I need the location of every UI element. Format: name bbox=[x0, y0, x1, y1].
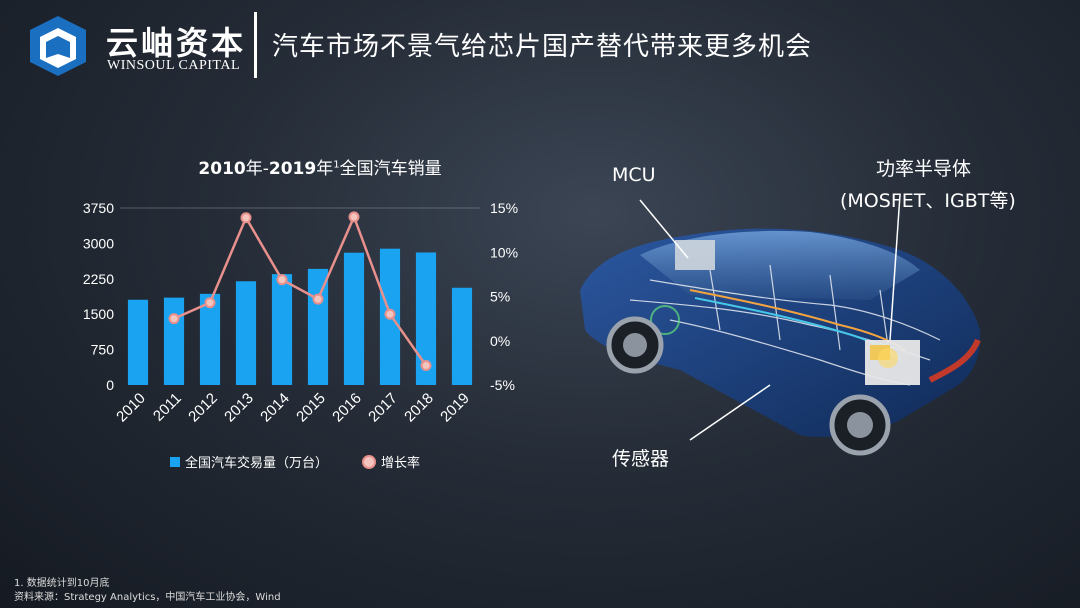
y-left-tick-label: 750 bbox=[91, 342, 115, 358]
y-left-tick-label: 0 bbox=[106, 377, 114, 393]
x-tick-label: 2019 bbox=[437, 390, 473, 426]
growth-line bbox=[173, 213, 428, 367]
growth-point bbox=[384, 308, 396, 320]
x-tick-label: 2018 bbox=[401, 390, 437, 426]
x-tick-label: 2011 bbox=[150, 390, 185, 425]
chart-legend: 全国汽车交易量（万台） 增长率 bbox=[170, 452, 420, 471]
growth-point bbox=[240, 212, 252, 224]
legend-label-volume: 全国汽车交易量（万台） bbox=[185, 456, 329, 471]
x-tick-label: 2012 bbox=[185, 390, 221, 426]
y-left-tick-label: 1500 bbox=[83, 306, 114, 322]
chart-title-year-suffix: 年 bbox=[316, 159, 334, 179]
growth-point bbox=[348, 211, 360, 223]
brand-name-en: WINSOUL CAPITAL bbox=[107, 58, 241, 73]
label-power-semiconductor: 功率半导体 bbox=[876, 158, 972, 180]
growth-point bbox=[312, 293, 324, 305]
bar bbox=[343, 252, 365, 385]
slide-title: 汽车市场不景气给芯片国产替代带来更多机会 bbox=[272, 32, 813, 62]
y-right-tick-label: 5% bbox=[490, 289, 510, 305]
winsoul-logo-icon bbox=[30, 16, 86, 76]
bar bbox=[235, 281, 257, 385]
chart-title-text: 全国汽车销量 bbox=[339, 159, 442, 179]
chart-title-footnote-mark: 1 bbox=[333, 159, 340, 171]
bar bbox=[163, 297, 185, 385]
label-mcu: MCU bbox=[612, 164, 656, 186]
brand-name-cn: 云岫资本 bbox=[106, 24, 247, 62]
x-tick-label: 2015 bbox=[293, 390, 329, 426]
footnote-note: 1. 数据统计到10月底 bbox=[14, 578, 110, 589]
x-tick-label: 2017 bbox=[365, 390, 401, 426]
x-tick-label: 2016 bbox=[329, 390, 365, 426]
legend-swatch-bar bbox=[170, 456, 180, 467]
label-power-examples: (MOSFET、IGBT等) bbox=[840, 190, 1016, 212]
car-electronics-illustration bbox=[580, 194, 981, 456]
y-right-tick-label: 10% bbox=[490, 244, 518, 260]
label-sensor: 传感器 bbox=[612, 448, 670, 470]
y-left-tick-label: 3750 bbox=[83, 200, 114, 216]
chart-title: 2010年-2019年1全国汽车销量 bbox=[90, 154, 550, 179]
growth-point bbox=[204, 297, 216, 309]
y-right-tick-label: -5% bbox=[490, 377, 515, 393]
chart-title-year-end: 2019 bbox=[268, 159, 317, 179]
growth-point bbox=[276, 274, 288, 286]
sales-chart: 2010年-2019年1全国汽车销量 0 750 1500 2250 3000 3750-… bbox=[83, 150, 550, 480]
y-left-tick-label: 3000 bbox=[83, 235, 114, 251]
header-divider bbox=[254, 12, 257, 78]
bar bbox=[271, 274, 293, 385]
legend-swatch-dot bbox=[362, 454, 377, 469]
chart-title-year-start: 2010 bbox=[198, 159, 246, 179]
y-right-tick-label: 15% bbox=[490, 200, 518, 216]
y-right-tick-label: 0% bbox=[490, 333, 510, 349]
legend-item-volume: 全国汽车交易量（万台） bbox=[170, 452, 328, 471]
x-tick-label: 2013 bbox=[221, 390, 257, 426]
growth-point bbox=[168, 313, 180, 325]
bar bbox=[307, 268, 329, 385]
bar bbox=[127, 299, 149, 385]
legend-item-growth: 增长率 bbox=[362, 452, 420, 471]
bar bbox=[415, 252, 437, 385]
bar bbox=[199, 293, 221, 385]
growth-point bbox=[420, 360, 432, 372]
x-tick-label: 2014 bbox=[257, 390, 293, 426]
x-tick-label: 2010 bbox=[113, 390, 149, 426]
chart-title-sep: 年- bbox=[245, 159, 269, 179]
y-left-tick-label: 2250 bbox=[83, 271, 114, 287]
legend-label-growth: 增长率 bbox=[381, 456, 421, 471]
footnote-source: 资料来源：Strategy Analytics，中国汽车工业协会，Wind bbox=[14, 592, 281, 603]
bar bbox=[451, 287, 473, 385]
